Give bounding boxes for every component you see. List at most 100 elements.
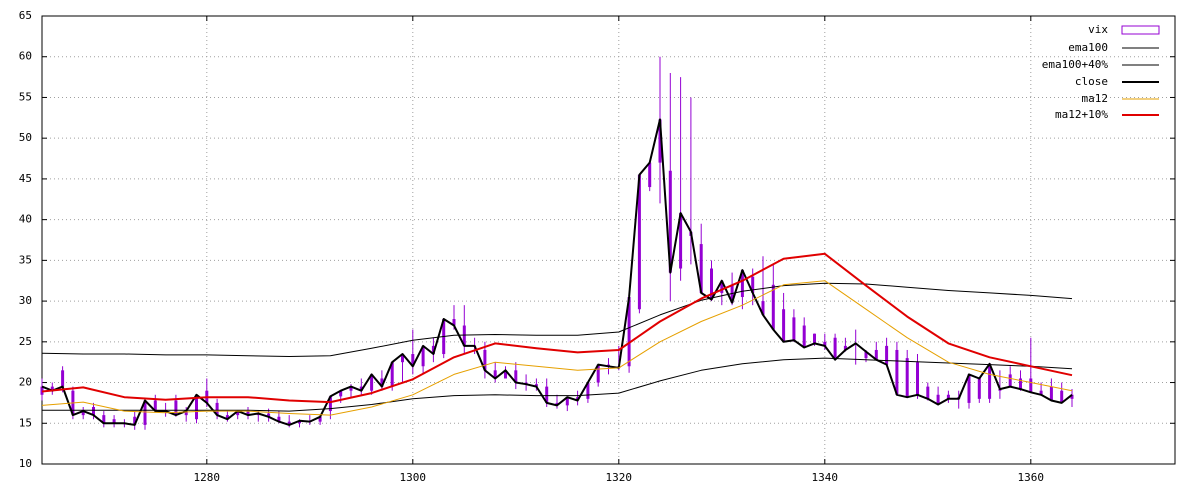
candle-body bbox=[823, 341, 827, 346]
candle-body bbox=[977, 378, 981, 399]
y-tick-label: 50 bbox=[19, 131, 32, 144]
candle-body bbox=[339, 390, 343, 397]
candle-body bbox=[534, 384, 538, 387]
y-tick-label: 25 bbox=[19, 335, 32, 348]
candle-body bbox=[802, 325, 806, 348]
x-tick-label: 1320 bbox=[606, 471, 633, 484]
candle-body bbox=[771, 284, 775, 330]
candle-body bbox=[936, 394, 940, 405]
candle-body bbox=[658, 119, 662, 163]
candle-body bbox=[782, 309, 786, 342]
candle-body bbox=[421, 345, 425, 367]
candle-body bbox=[462, 325, 466, 346]
candle-body bbox=[1039, 390, 1043, 395]
candle-body bbox=[751, 276, 755, 293]
candle-body bbox=[926, 386, 930, 399]
candle-body bbox=[885, 345, 889, 365]
candle-body bbox=[843, 345, 847, 350]
candle-body bbox=[1070, 394, 1074, 399]
x-tick-label: 1360 bbox=[1018, 471, 1045, 484]
x-tick-label: 1340 bbox=[812, 471, 839, 484]
candle-body bbox=[493, 370, 497, 379]
candle-body bbox=[514, 370, 518, 383]
y-tick-label: 65 bbox=[19, 9, 32, 22]
y-tick-label: 15 bbox=[19, 416, 32, 429]
candle-body bbox=[833, 337, 837, 360]
candle-body bbox=[596, 364, 600, 383]
series-line bbox=[41, 280, 1073, 416]
candle-body bbox=[92, 406, 95, 416]
candle-body bbox=[740, 270, 744, 298]
candle-body bbox=[133, 416, 137, 425]
legend-label: ma12 bbox=[1082, 92, 1109, 105]
candle-body bbox=[699, 244, 703, 293]
legend-label: ema100 bbox=[1068, 41, 1108, 54]
y-tick-label: 10 bbox=[19, 457, 32, 470]
candle-body bbox=[813, 333, 816, 344]
candle-body bbox=[174, 400, 178, 416]
candle-body bbox=[267, 413, 271, 417]
candle-body bbox=[895, 349, 899, 395]
y-tick-label: 35 bbox=[19, 253, 32, 266]
candle-body bbox=[916, 362, 919, 395]
series-line bbox=[41, 282, 1073, 357]
y-tick-label: 30 bbox=[19, 294, 32, 307]
candle-body bbox=[874, 349, 878, 360]
candle-body bbox=[720, 280, 724, 293]
y-tick-label: 55 bbox=[19, 90, 32, 103]
candle-body bbox=[668, 170, 672, 273]
candle-body bbox=[61, 370, 65, 387]
candle-body bbox=[905, 358, 909, 398]
candle-body bbox=[1029, 378, 1033, 393]
candle-body bbox=[710, 268, 713, 300]
candle-body bbox=[401, 354, 404, 363]
candle-body bbox=[184, 411, 188, 416]
candle-body bbox=[195, 394, 198, 420]
x-tick-label: 1280 bbox=[194, 471, 221, 484]
legend-label: ema100+40% bbox=[1042, 58, 1109, 71]
candle-body bbox=[215, 402, 219, 416]
candle-body bbox=[411, 354, 415, 367]
candle-body bbox=[102, 415, 106, 424]
candle-body bbox=[504, 370, 507, 379]
candle-body bbox=[792, 317, 796, 341]
candle-body bbox=[761, 301, 765, 315]
candle-body bbox=[679, 213, 683, 269]
candle-body bbox=[565, 397, 569, 406]
candle-body bbox=[318, 416, 322, 422]
candle-body bbox=[153, 400, 157, 412]
candle-body bbox=[1049, 386, 1053, 401]
y-tick-label: 20 bbox=[19, 376, 32, 389]
candle-body bbox=[225, 415, 229, 420]
candle-body bbox=[627, 297, 631, 367]
candle-body bbox=[143, 400, 147, 425]
candle-body bbox=[349, 386, 353, 391]
candle-body bbox=[1008, 374, 1012, 387]
candle-body bbox=[298, 420, 301, 424]
candle-body bbox=[967, 374, 971, 403]
candle-body bbox=[328, 396, 332, 412]
y-tick-label: 40 bbox=[19, 213, 32, 226]
candle-body bbox=[637, 174, 641, 310]
y-tick-label: 60 bbox=[19, 50, 32, 63]
candle-body bbox=[483, 349, 487, 371]
candle-body bbox=[390, 362, 394, 387]
candle-body bbox=[50, 386, 54, 391]
candle-body bbox=[370, 374, 374, 391]
candle-body bbox=[81, 411, 85, 416]
candle-body bbox=[287, 421, 291, 425]
candle-body bbox=[864, 351, 868, 359]
legend-label: ma12+10% bbox=[1055, 108, 1108, 121]
candle-body bbox=[586, 382, 590, 399]
series-line bbox=[41, 252, 1073, 404]
legend-label: vix bbox=[1088, 23, 1108, 36]
y-tick-label: 45 bbox=[19, 172, 32, 185]
candle-body bbox=[277, 416, 281, 422]
candle-body bbox=[452, 319, 456, 326]
candle-body bbox=[112, 419, 116, 424]
candle-body bbox=[946, 394, 950, 399]
candle-body bbox=[988, 363, 992, 399]
candle-body bbox=[359, 386, 363, 391]
legend-label: close bbox=[1075, 75, 1108, 88]
